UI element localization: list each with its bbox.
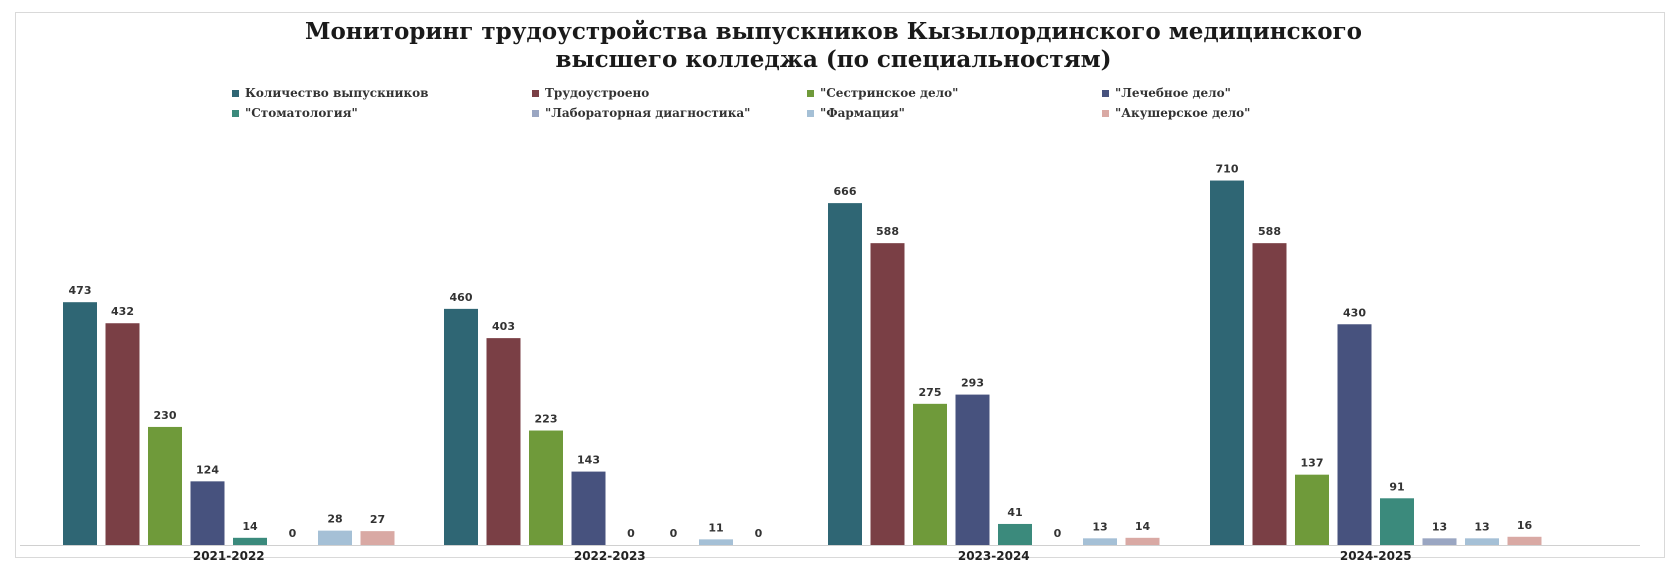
legend-item: "Лабораторная диагностика" (532, 106, 750, 120)
legend-item: "Лечебное дело" (1102, 86, 1231, 100)
data-label: 137 (1301, 457, 1324, 470)
bar (870, 243, 905, 545)
data-label: 0 (1054, 527, 1062, 540)
bar (1422, 538, 1457, 545)
bar (1337, 324, 1372, 545)
bar (1465, 538, 1499, 545)
data-label: 16 (1517, 519, 1533, 532)
category-label: 2024-2025 (1340, 549, 1412, 563)
bar (1252, 243, 1287, 545)
bar (444, 308, 478, 545)
legend-label: "Лабораторная диагностика" (545, 106, 751, 120)
data-label: 710 (1216, 163, 1239, 176)
bar (1295, 474, 1329, 545)
data-label: 13 (1092, 520, 1107, 533)
legend-swatch (532, 89, 539, 97)
data-label: 91 (1389, 480, 1404, 493)
legend-label: "Стоматология" (245, 106, 358, 120)
legend-label: "Сестринское дело" (820, 86, 959, 100)
bar (571, 471, 606, 545)
data-label: 588 (1258, 225, 1281, 238)
data-label: 14 (242, 520, 258, 533)
data-label: 473 (69, 284, 92, 297)
legend-item: Количество выпускников (232, 86, 428, 100)
data-label: 293 (961, 377, 984, 390)
bar (699, 539, 733, 545)
data-label: 223 (535, 413, 558, 426)
data-label: 403 (492, 320, 515, 333)
bar (360, 531, 395, 545)
bar (913, 403, 947, 545)
bar (1125, 537, 1160, 545)
data-label: 11 (708, 521, 723, 534)
legend-swatch (1102, 109, 1109, 117)
legend-label: "Фармация" (820, 106, 905, 120)
category-label: 2022-2023 (574, 549, 646, 563)
legend-item: "Стоматология" (232, 106, 358, 120)
bar (486, 338, 521, 545)
data-label: 460 (450, 291, 473, 304)
legend-swatch (1102, 89, 1109, 97)
bar (190, 481, 225, 545)
bar (998, 523, 1032, 545)
legend-label: Количество выпускников (245, 86, 429, 100)
legend-item: "Сестринское дело" (807, 86, 958, 100)
legend-label: Трудоустроено (545, 86, 650, 100)
data-label: 0 (627, 527, 635, 540)
data-label: 430 (1343, 306, 1366, 319)
bar (105, 323, 140, 545)
bar (148, 426, 182, 545)
bar (1507, 536, 1542, 545)
data-label: 0 (670, 527, 678, 540)
data-label: 143 (577, 454, 600, 467)
data-label: 27 (370, 513, 385, 526)
data-label: 230 (154, 409, 177, 422)
category-label: 2023-2024 (958, 549, 1030, 563)
chart-title-line-2: высшего колледжа (по специальностям) (555, 46, 1112, 73)
data-label: 14 (1135, 520, 1151, 533)
data-label: 124 (196, 463, 219, 476)
bar (318, 530, 352, 545)
bar (1380, 498, 1414, 545)
bar (828, 203, 862, 545)
data-label: 0 (755, 527, 763, 540)
legend-label: "Акушерское дело" (1115, 106, 1251, 120)
legend-item: Трудоустроено (532, 86, 649, 100)
legend-item: "Акушерское дело" (1102, 106, 1250, 120)
data-label: 13 (1474, 520, 1489, 533)
bar (529, 430, 563, 545)
legend-swatch (232, 89, 239, 97)
legend-swatch (532, 109, 539, 117)
data-label: 13 (1432, 520, 1447, 533)
bar (955, 394, 990, 545)
data-label: 666 (834, 185, 857, 198)
bar (1083, 538, 1117, 545)
legend-swatch (807, 89, 814, 97)
data-label: 275 (919, 386, 942, 399)
bar (1210, 180, 1244, 546)
bar (63, 302, 97, 545)
bar (233, 537, 267, 545)
legend-label: "Лечебное дело" (1115, 86, 1231, 100)
data-label: 432 (111, 305, 134, 318)
data-label: 588 (876, 225, 899, 238)
legend-swatch (807, 109, 814, 117)
category-label: 2021-2022 (193, 549, 265, 563)
data-label: 0 (289, 527, 297, 540)
chart-title-line-1: Мониторинг трудоустройства выпускников К… (305, 18, 1362, 45)
chart-title: Мониторинг трудоустройства выпускников К… (0, 18, 1667, 74)
legend-swatch (232, 109, 239, 117)
data-label: 41 (1007, 506, 1022, 519)
data-label: 28 (327, 513, 342, 526)
legend-item: "Фармация" (807, 106, 905, 120)
